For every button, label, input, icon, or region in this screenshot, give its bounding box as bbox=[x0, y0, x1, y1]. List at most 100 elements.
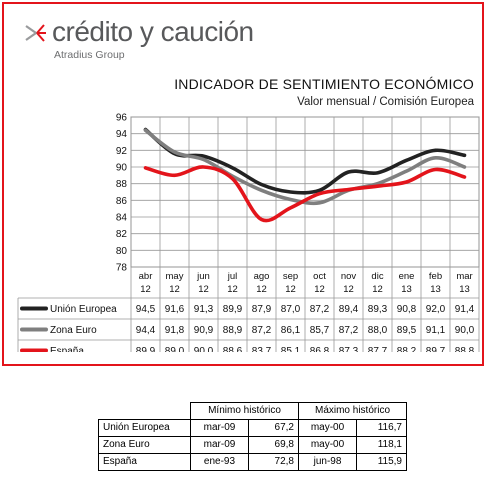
min-date: mar-09 bbox=[190, 436, 249, 454]
data-label: 87,2 bbox=[310, 304, 330, 315]
max-date: may-00 bbox=[298, 436, 357, 454]
data-label: 89,9 bbox=[223, 304, 243, 315]
min-date: mar-09 bbox=[190, 419, 249, 437]
max-date: jun-98 bbox=[298, 453, 357, 471]
chart-subtitle: Valor mensual / Comisión Europea bbox=[297, 96, 474, 108]
x-tick-label: 13 bbox=[459, 284, 470, 295]
data-label: 94,4 bbox=[136, 325, 156, 336]
max-value: 118,1 bbox=[356, 436, 407, 454]
data-label: 83,7 bbox=[252, 346, 272, 352]
y-tick-label: 96 bbox=[116, 113, 128, 124]
data-label: 87,3 bbox=[339, 346, 359, 352]
data-label: 92,0 bbox=[426, 304, 446, 315]
x-tick-label: 13 bbox=[430, 284, 441, 295]
min-date: ene-93 bbox=[190, 453, 249, 471]
y-tick-label: 84 bbox=[116, 213, 128, 224]
x-tick-label: ago bbox=[254, 271, 270, 282]
historic-table: Mínimo histórico Máximo histórico Unión … bbox=[98, 402, 407, 471]
data-label: 90,0 bbox=[455, 325, 475, 336]
min-value: 67,2 bbox=[248, 419, 299, 437]
historic-max-header: Máximo histórico bbox=[298, 402, 407, 420]
data-label: 87,9 bbox=[252, 304, 272, 315]
x-tick-label: 12 bbox=[285, 284, 296, 295]
data-label: 89,0 bbox=[165, 346, 185, 352]
line-chart: 78 80 82 84 86 88 90 92 94 96 abr 12 may 12 jun 12 jul 12… bbox=[17, 113, 480, 352]
max-date: may-00 bbox=[298, 419, 357, 437]
x-tick-label: 12 bbox=[140, 284, 151, 295]
data-label: 91,3 bbox=[194, 304, 214, 315]
x-tick-label: dic bbox=[371, 271, 383, 282]
data-label: 89,5 bbox=[397, 325, 417, 336]
y-tick-label: 80 bbox=[116, 246, 128, 257]
data-label: 85,7 bbox=[310, 325, 330, 336]
legend-label: Unión Europea bbox=[50, 304, 117, 315]
y-tick-label: 82 bbox=[116, 229, 128, 240]
series-line-espana bbox=[143, 165, 467, 223]
x-tick-label: 13 bbox=[401, 284, 412, 295]
x-tick-label: oct bbox=[313, 271, 326, 282]
data-label: 89,3 bbox=[368, 304, 388, 315]
data-label: 91,4 bbox=[455, 304, 475, 315]
max-value: 116,7 bbox=[356, 419, 407, 437]
x-tick-label: jun bbox=[196, 271, 210, 282]
data-label: 87,7 bbox=[368, 346, 388, 352]
data-label: 94,5 bbox=[136, 304, 156, 315]
chart-frame: crédito y caución Atradius Group INDICAD… bbox=[2, 2, 484, 366]
historic-min-header: Mínimo histórico bbox=[190, 402, 299, 420]
y-tick-label: 88 bbox=[116, 179, 128, 190]
series-line-union-europea bbox=[143, 127, 467, 195]
y-tick-label: 78 bbox=[116, 263, 128, 274]
data-label: 89,7 bbox=[426, 346, 446, 352]
brand-group: Atradius Group bbox=[54, 49, 125, 61]
legend-label: Zona Euro bbox=[50, 325, 97, 336]
x-tick-label: mar bbox=[456, 271, 472, 282]
x-tick-label: ene bbox=[399, 271, 415, 282]
x-tick-label: 12 bbox=[227, 284, 238, 295]
x-tick-label: 12 bbox=[343, 284, 354, 295]
brand-name: crédito y caución bbox=[52, 16, 254, 47]
data-label: 88,8 bbox=[455, 346, 475, 352]
series-line-zona-euro bbox=[143, 128, 467, 206]
data-label: 87,2 bbox=[252, 325, 272, 336]
x-tick-label: 12 bbox=[314, 284, 325, 295]
data-label: 91,8 bbox=[165, 325, 185, 336]
min-value: 72,8 bbox=[248, 453, 299, 471]
x-tick-label: jul bbox=[227, 271, 238, 282]
table-row: España ene-93 72,8 jun-98 115,9 bbox=[98, 453, 407, 471]
data-label: 90,8 bbox=[397, 304, 417, 315]
historic-header-row: Mínimo histórico Máximo histórico bbox=[99, 402, 407, 420]
row-name: España bbox=[98, 453, 191, 471]
brand-logo: crédito y caución Atradius Group bbox=[22, 16, 262, 66]
legend-label: España bbox=[50, 346, 84, 352]
data-label: 89,4 bbox=[339, 304, 359, 315]
data-label: 88,0 bbox=[368, 325, 388, 336]
x-tick-label: nov bbox=[341, 271, 357, 282]
y-tick-label: 92 bbox=[116, 146, 128, 157]
x-tick-label: 12 bbox=[198, 284, 209, 295]
y-tick-label: 86 bbox=[116, 196, 128, 207]
data-label: 91,1 bbox=[426, 325, 446, 336]
data-label: 85,1 bbox=[281, 346, 301, 352]
data-label: 88,2 bbox=[397, 346, 417, 352]
y-tick-label: 90 bbox=[116, 163, 128, 174]
min-value: 69,8 bbox=[248, 436, 299, 454]
table-row: Unión Europea mar-09 67,2 may-00 116,7 bbox=[98, 419, 407, 437]
chevron-logo-icon bbox=[25, 24, 46, 42]
data-label: 90,0 bbox=[194, 346, 214, 352]
data-label: 88,9 bbox=[223, 325, 243, 336]
data-label: 91,6 bbox=[165, 304, 185, 315]
x-tick-label: 12 bbox=[169, 284, 180, 295]
x-tick-label: may bbox=[166, 271, 184, 282]
x-tick-label: abr bbox=[139, 271, 153, 282]
chart-title: INDICADOR DE SENTIMIENTO ECONÓMICO bbox=[174, 76, 474, 92]
row-name: Unión Europea bbox=[98, 419, 191, 437]
data-label: 89,9 bbox=[136, 346, 156, 352]
data-label: 87,0 bbox=[281, 304, 301, 315]
x-tick-label: feb bbox=[429, 271, 442, 282]
table-row: Zona Euro mar-09 69,8 may-00 118,1 bbox=[98, 436, 407, 454]
x-tick-label: 12 bbox=[372, 284, 383, 295]
data-label: 87,2 bbox=[339, 325, 359, 336]
x-tick-label: 12 bbox=[256, 284, 267, 295]
data-label: 86,8 bbox=[310, 346, 330, 352]
max-value: 115,9 bbox=[356, 453, 407, 471]
